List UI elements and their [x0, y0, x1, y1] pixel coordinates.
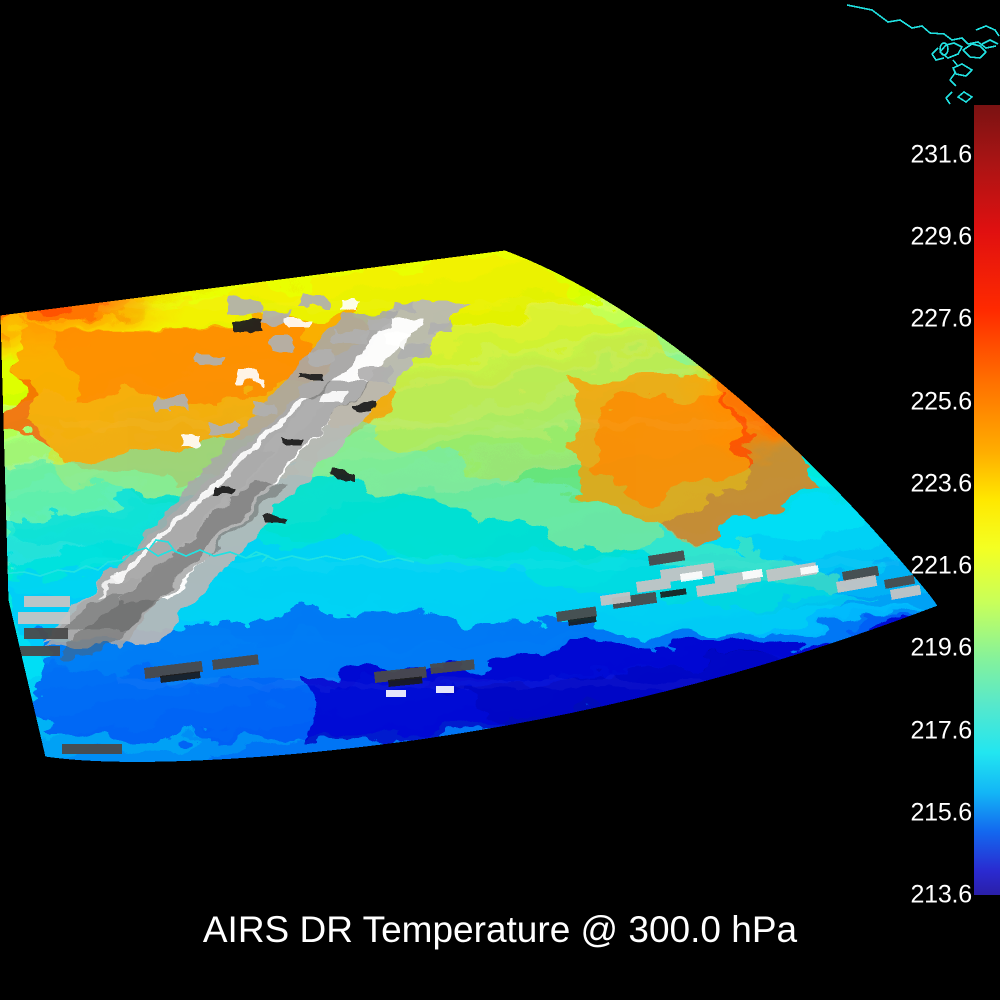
granule-outline — [0, 249, 939, 763]
coastline-over-swath — [0, 539, 415, 577]
page-title: AIRS DR Temperature @ 300.0 hPa — [202, 909, 798, 950]
cloud-block-cluster — [18, 550, 922, 754]
colorbar-gradient[interactable] — [974, 105, 1000, 895]
cloud-mask-region — [40, 296, 470, 655]
coastline-layer — [846, 4, 1000, 105]
